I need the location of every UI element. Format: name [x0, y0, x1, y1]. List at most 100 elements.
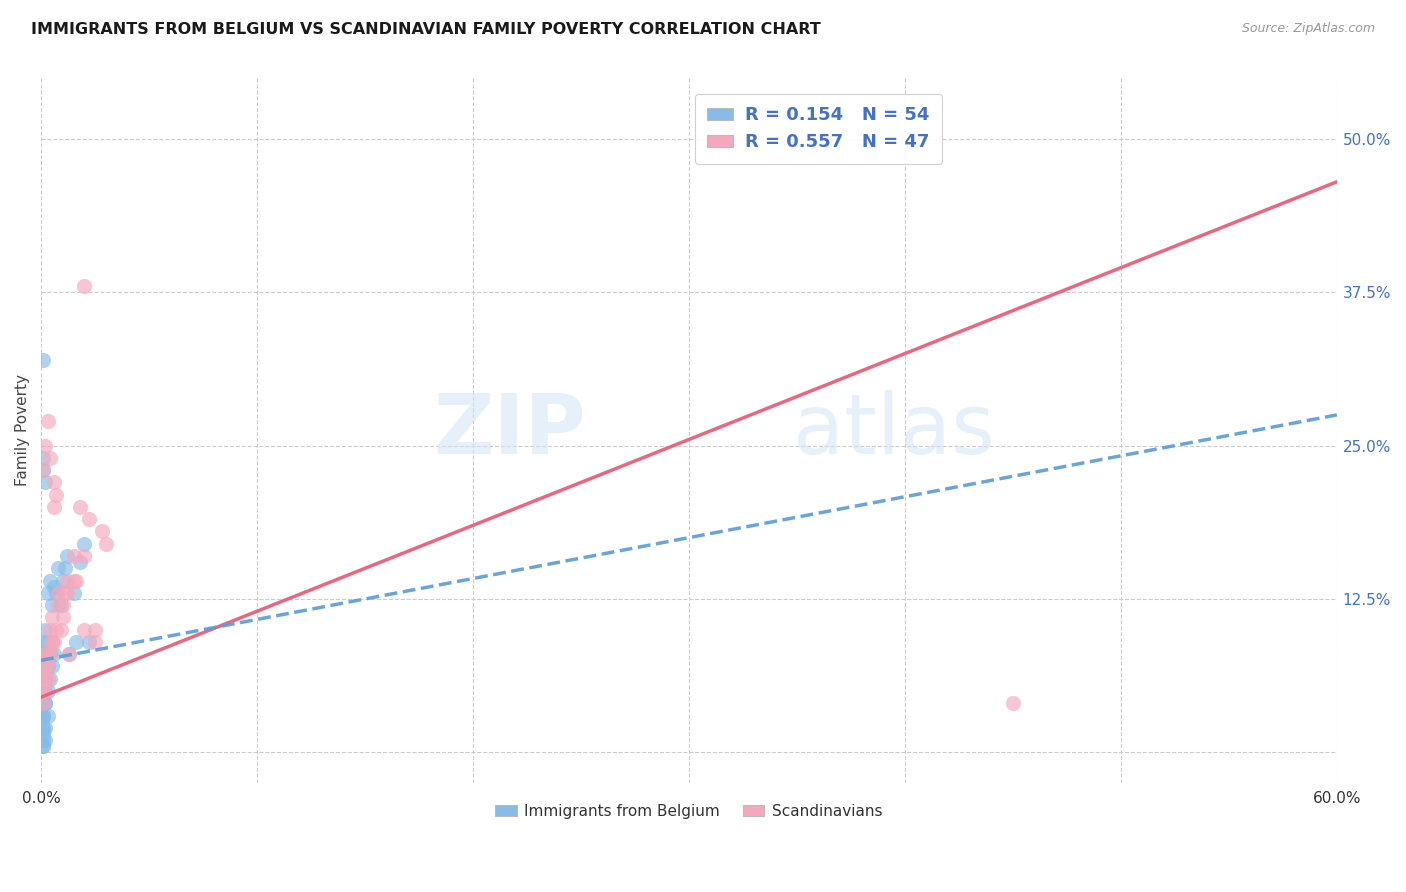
Point [56, 586, 79, 600]
Text: IMMIGRANTS FROM BELGIUM VS SCANDINAVIAN FAMILY POVERTY CORRELATION CHART: IMMIGRANTS FROM BELGIUM VS SCANDINAVIAN … [31, 22, 821, 37]
Point [1001, 696, 1024, 710]
Point [34, 696, 56, 710]
Point [34, 672, 56, 686]
Point [32, 647, 55, 661]
Point [32, 463, 55, 477]
Point [32, 708, 55, 723]
Point [53, 561, 76, 575]
Point [32, 708, 55, 723]
Point [34, 721, 56, 735]
Point [94, 537, 117, 551]
Point [38, 647, 60, 661]
Point [34, 647, 56, 661]
Point [52, 610, 75, 624]
Point [41, 659, 63, 673]
Point [45, 586, 67, 600]
Point [58, 647, 80, 661]
Point [34, 684, 56, 698]
Point [32, 659, 55, 673]
Point [32, 684, 55, 698]
Point [34, 659, 56, 673]
Point [32, 463, 55, 477]
Point [37, 708, 59, 723]
Legend: Immigrants from Belgium, Scandinavians: Immigrants from Belgium, Scandinavians [489, 797, 889, 825]
Point [42, 635, 65, 649]
Text: atlas: atlas [793, 390, 994, 471]
Point [56, 549, 79, 563]
Point [65, 574, 87, 588]
Point [32, 739, 55, 754]
Point [41, 635, 63, 649]
Point [32, 450, 55, 465]
Point [34, 439, 56, 453]
Point [32, 684, 55, 698]
Point [38, 623, 60, 637]
Point [32, 708, 55, 723]
Point [34, 684, 56, 698]
Point [32, 672, 55, 686]
Point [38, 647, 60, 661]
Point [45, 623, 67, 637]
Point [73, 279, 96, 293]
Point [69, 500, 91, 514]
Point [65, 635, 87, 649]
Point [53, 586, 76, 600]
Point [49, 623, 72, 637]
Point [41, 610, 63, 624]
Point [34, 623, 56, 637]
Point [38, 574, 60, 588]
Point [32, 721, 55, 735]
Point [41, 635, 63, 649]
Text: ZIP: ZIP [433, 390, 585, 471]
Point [38, 672, 60, 686]
Point [34, 647, 56, 661]
Point [34, 733, 56, 747]
Point [90, 524, 112, 539]
Point [42, 475, 65, 490]
Point [58, 647, 80, 661]
Point [84, 623, 107, 637]
Point [34, 672, 56, 686]
Point [34, 475, 56, 490]
Point [45, 488, 67, 502]
Point [62, 549, 84, 563]
Point [34, 635, 56, 649]
Point [69, 555, 91, 569]
Point [73, 537, 96, 551]
Point [37, 586, 59, 600]
Point [32, 733, 55, 747]
Point [32, 672, 55, 686]
Point [56, 574, 79, 588]
Point [38, 450, 60, 465]
Point [32, 696, 55, 710]
Point [52, 598, 75, 612]
Point [62, 574, 84, 588]
Point [32, 727, 55, 741]
Point [42, 500, 65, 514]
Point [73, 549, 96, 563]
Point [52, 574, 75, 588]
Point [37, 672, 59, 686]
Point [32, 352, 55, 367]
Point [84, 635, 107, 649]
Y-axis label: Family Poverty: Family Poverty [15, 375, 30, 486]
Point [32, 696, 55, 710]
Point [37, 635, 59, 649]
Point [41, 598, 63, 612]
Point [37, 684, 59, 698]
Point [37, 659, 59, 673]
Point [48, 561, 70, 575]
Point [77, 512, 100, 526]
Point [32, 672, 55, 686]
Text: Source: ZipAtlas.com: Source: ZipAtlas.com [1241, 22, 1375, 36]
Point [73, 623, 96, 637]
Point [32, 739, 55, 754]
Point [49, 598, 72, 612]
Point [37, 647, 59, 661]
Point [48, 586, 70, 600]
Point [37, 414, 59, 428]
Point [34, 696, 56, 710]
Point [32, 659, 55, 673]
Point [32, 721, 55, 735]
Point [42, 580, 65, 594]
